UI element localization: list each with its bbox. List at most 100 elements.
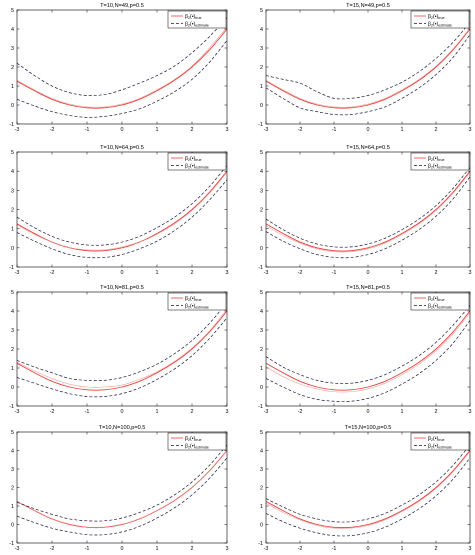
y-tick-label: 4 [260,309,263,315]
series-true-line [266,310,470,391]
y-tick-label: 5 [260,8,263,14]
chart-panel-2: T=15,N=49,p=0.5 -3 -2 -1 0 1 2 3 -1 0 1 2 3 4 5 β2(•)tr… [258,3,471,133]
x-tick-label: -3 [264,270,269,276]
chart-panel-4: T=15,N=64,p=0.5 -3 -2 -1 0 1 2 3 -1 0 1 2 3 4 5 β2(•)tr… [258,145,471,276]
x-tick-label: 2 [435,127,438,133]
y-tick-label: 1 [11,84,14,90]
x-tick-label: -3 [15,270,20,276]
y-tick-label: 5 [11,8,14,14]
y-tick-label: 2 [11,347,14,353]
series-lower-line [266,34,470,116]
y-tick-label: 5 [11,290,14,296]
chart-title: T=15,N=81,p=0.5 [346,285,390,291]
y-tick-label: 1 [260,227,263,233]
x-tick-label: 2 [191,409,194,415]
x-tick-label: -3 [15,409,20,415]
series-lower-line [266,176,470,259]
series-upper-line [17,444,227,522]
y-tick-label: 2 [11,65,14,71]
series-lower-line [266,320,470,402]
y-tick-label: -1 [9,404,14,410]
y-tick-label: 5 [260,290,263,296]
legend-entry-true-label: β2(•)true [185,156,201,162]
x-tick-label: 0 [367,127,370,133]
series-estimate-line [17,308,227,388]
x-tick-label: -1 [85,127,90,133]
x-tick-label: -3 [264,409,269,415]
x-tick-label: 0 [367,409,370,415]
x-tick-label: -1 [332,127,337,133]
y-tick-label: -1 [9,541,14,547]
y-tick-label: 3 [260,328,263,334]
y-tick-label: 0 [11,246,14,252]
y-tick-label: 2 [260,65,263,71]
legend-entry-estimate-label: β2(•)estimate [185,303,209,309]
y-tick-label: 2 [260,486,263,492]
chart-title: T=10,N=100,p=0.5 [99,425,146,431]
y-tick-label: 3 [260,467,263,473]
x-tick-label: -2 [298,409,303,415]
x-tick-label: 3 [226,409,229,415]
x-tick-label: 2 [191,546,194,550]
x-tick-label: 3 [469,127,472,133]
series-upper-line [266,305,470,384]
chart-title: T=10,N=49,p=0.5 [100,3,144,9]
legend-entry-estimate-label: β2(•)estimate [428,21,452,27]
chart-title: T=15,N=100,p=0.5 [345,425,392,431]
series-upper-line [17,165,227,246]
y-tick-label: 1 [11,227,14,233]
y-tick-label: 4 [11,309,14,315]
y-tick-label: 4 [11,27,14,33]
y-tick-label: 3 [11,467,14,473]
x-tick-label: 1 [401,409,404,415]
x-tick-label: -2 [298,127,303,133]
y-tick-label: 0 [260,246,263,252]
legend-entry-estimate-label: β2(•)estimate [185,443,209,449]
legend-entry-estimate-label: β2(•)estimate [428,303,452,309]
x-tick-label: 3 [469,546,472,550]
series-lower-line [17,40,227,118]
x-tick-label: 2 [435,546,438,550]
y-tick-label: 4 [11,449,14,455]
y-tick-label: 4 [260,27,263,33]
series-upper-line [266,167,470,248]
legend-entry-true-label: β2(•)true [428,296,444,302]
x-tick-label: 3 [469,409,472,415]
series-lower-line [17,179,227,259]
y-tick-label: 2 [260,347,263,353]
x-tick-label: 1 [401,546,404,550]
y-tick-label: 0 [11,385,14,391]
series-estimate-line [17,450,227,528]
x-tick-label: -3 [15,546,20,550]
y-tick-label: -1 [258,122,263,128]
y-tick-label: 3 [11,328,14,334]
y-tick-label: 4 [260,169,263,175]
y-tick-label: -1 [9,122,14,128]
x-tick-label: 2 [435,409,438,415]
series-upper-line [17,302,227,381]
series-lower-line [266,457,470,537]
series-estimate-line [266,312,470,393]
x-tick-label: 1 [156,546,159,550]
x-tick-label: 2 [191,127,194,133]
y-tick-label: 3 [260,46,263,52]
series-upper-line [266,444,470,523]
x-tick-label: 2 [191,270,194,276]
chart-panel-6: T=15,N=81,p=0.5 -3 -2 -1 0 1 2 3 -1 0 1 2 3 4 5 β2(•)tr… [258,285,471,415]
legend-entry-true-label: β2(•)true [428,156,444,162]
y-tick-label: 5 [11,430,14,436]
y-tick-label: 0 [11,103,14,109]
legend-entry-true-label: β2(•)true [185,296,201,302]
x-tick-label: 3 [226,127,229,133]
x-tick-label: -2 [50,409,55,415]
y-tick-label: -1 [258,265,263,271]
y-tick-label: 3 [11,188,14,194]
x-tick-label: 0 [367,546,370,550]
y-tick-label: 1 [11,504,14,510]
y-tick-label: 0 [11,523,14,529]
